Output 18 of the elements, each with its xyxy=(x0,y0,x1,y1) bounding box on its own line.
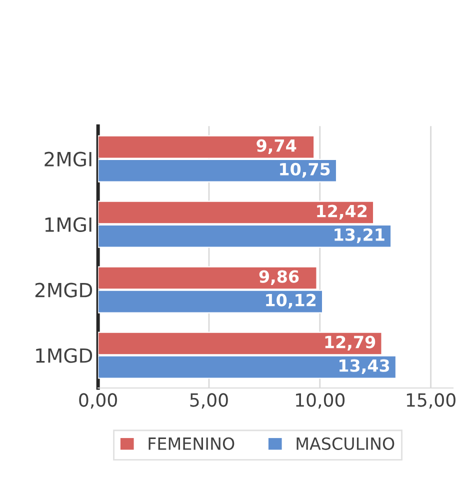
data-label: 13,21 xyxy=(334,228,384,244)
y-tick-label: 2MGI xyxy=(44,152,92,166)
data-label: 12,42 xyxy=(317,204,367,220)
data-label: 10,75 xyxy=(280,162,330,178)
x-tick-label: 5,00 xyxy=(190,393,228,409)
y-tick-label: 1MGI xyxy=(45,217,92,232)
legend-label: MASCULINO xyxy=(296,437,394,450)
y-tick-label: 2MGD xyxy=(35,282,92,298)
x-tick-label: 15,00 xyxy=(406,393,456,409)
data-label: 9,86 xyxy=(259,270,299,285)
legend-label: FEMENINO xyxy=(148,437,234,450)
data-label: 9,74 xyxy=(256,139,296,154)
data-label: 12,79 xyxy=(325,336,376,350)
x-tick-label: 10,00 xyxy=(296,393,345,409)
data-label: 10,12 xyxy=(266,294,316,309)
data-label: 13,43 xyxy=(340,359,390,374)
y-tick-label: 1MGD xyxy=(36,348,92,363)
x-tick-label: 0,00 xyxy=(79,393,117,409)
